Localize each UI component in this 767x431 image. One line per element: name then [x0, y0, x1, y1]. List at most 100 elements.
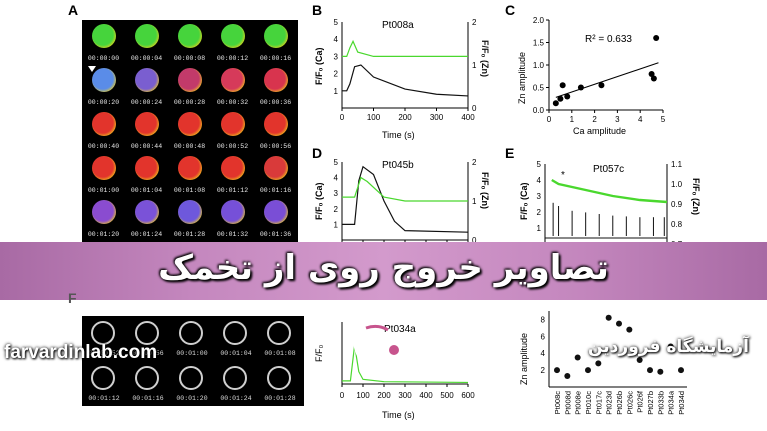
y-tick-label-left: 3 [334, 189, 339, 198]
oocyte-ring [267, 321, 291, 345]
y-tick-label-left: 2 [334, 205, 339, 214]
oocyte-disc [264, 112, 288, 136]
image-tile: 00:01:32 [211, 196, 254, 240]
data-point [678, 367, 684, 374]
timestamp: 00:01:08 [264, 350, 296, 357]
scatter-point [650, 75, 657, 82]
timestamp: 00:00:56 [259, 143, 292, 150]
image-tile: 00:00:12 [211, 20, 254, 64]
x-tick-label: 600 [461, 391, 475, 400]
timestamp: 00:01:28 [264, 395, 296, 402]
timestamp: 00:00:24 [130, 99, 163, 106]
scatter-point [557, 95, 564, 102]
image-tile: 00:00:08 [168, 20, 211, 64]
x-tick-label: 100 [356, 391, 370, 400]
timestamp: 00:01:28 [173, 231, 206, 238]
timestamp: 00:01:36 [259, 231, 292, 238]
ca-trace-line [342, 165, 469, 233]
panel-label-b: B [312, 2, 323, 18]
chart-pt008a: Pt008a 0 100 200 300 400 1 2 3 4 5 0 1 2 Time (s) F/… [314, 18, 490, 140]
timestamp: 00:01:32 [216, 231, 249, 238]
image-tile: 00:01:28 [168, 196, 211, 240]
y-tick-label-left: 1 [537, 224, 542, 233]
timestamp: 00:00:00 [87, 55, 120, 62]
scatter-point [564, 93, 571, 100]
y-tick-label-right: 0 [472, 104, 477, 113]
y-axis-label-left: F/F₀ (Ca) [519, 182, 529, 220]
oocyte-ring [179, 321, 203, 345]
scatter-point [648, 71, 655, 77]
timestamp: 00:01:20 [176, 395, 208, 402]
timestamp: 00:00:40 [87, 143, 120, 150]
timestamp: 00:01:00 [176, 350, 208, 357]
y-tick-label: 2.0 [533, 16, 545, 25]
y-tick-label-left: 2 [537, 208, 542, 217]
chart-title: Pt045b [382, 160, 414, 171]
x-tick-label: 1 [570, 115, 575, 124]
y-tick-label-left: 4 [334, 174, 339, 183]
data-point [636, 356, 643, 363]
y-tick-label-right: 0.8 [671, 220, 683, 229]
oocyte-disc [92, 156, 116, 180]
data-point [647, 367, 653, 374]
y-tick-label-left: 3 [334, 52, 339, 61]
zn-trace-line [551, 178, 668, 204]
image-tile: 00:00:56 [126, 316, 170, 360]
y-tick-label-left: 5 [537, 160, 542, 169]
timestamp: 00:01:00 [87, 187, 120, 194]
y-tick-label-right: 2 [472, 18, 477, 27]
x-tick-label: 5 [661, 115, 666, 124]
oocyte-ring [267, 366, 291, 390]
ca-trace-line [342, 64, 469, 97]
timestamp: 00:01:24 [220, 395, 252, 402]
data-point [595, 360, 602, 367]
image-tile: 00:00:32 [211, 64, 254, 108]
oocyte-disc [135, 24, 159, 48]
image-tile: 00:01:36 [254, 196, 297, 240]
y-tick-label-right: 1.1 [671, 160, 683, 169]
timestamp: 00:01:16 [132, 395, 164, 402]
panel-label-d: D [312, 145, 323, 161]
timestamp: 00:01:12 [88, 395, 120, 402]
image-tile: 00:01:00 [170, 316, 214, 360]
image-tile: 00:01:12 [211, 152, 254, 196]
image-tile: 00:01:20 [170, 361, 214, 405]
x-tick-label: 300 [398, 391, 412, 400]
oocyte-ring [135, 366, 159, 390]
x-tick-label: 4 [638, 115, 643, 124]
oocyte-disc [178, 156, 202, 180]
x-tick-label: 400 [419, 391, 433, 400]
panel-label-e: E [505, 145, 515, 161]
chart-title: Pt034a [384, 324, 416, 335]
oocyte-disc [264, 200, 288, 224]
oocyte-disc [264, 24, 288, 48]
y-tick-label-left: 4 [537, 176, 542, 185]
oocyte-disc [264, 68, 288, 92]
oocyte-disc [135, 68, 159, 92]
x-tick-label: 100 [367, 113, 381, 122]
y-tick-label-right: 0.9 [671, 200, 683, 209]
y-tick-label-left: 4 [334, 35, 339, 44]
y-axis-label: F/F₀ [314, 345, 324, 362]
image-tile: 00:01:12 [82, 361, 126, 405]
y-tick-label: 0.0 [533, 106, 545, 115]
x-category-label: Pt026c [625, 391, 634, 415]
oocyte-ring [223, 321, 247, 345]
timestamp: 00:00:12 [216, 55, 249, 62]
significance-marker: * [561, 170, 565, 181]
x-axis-label: Time (s) [382, 410, 415, 420]
r-squared-annotation: R² = 0.633 [585, 34, 632, 45]
oocyte-image-strip: 00:00:52 00:00:56 00:01:00 00:01:04 00:01:08… [82, 316, 304, 406]
oocyte-disc [221, 24, 245, 48]
website-url[interactable]: farvardinlab.com [4, 342, 158, 363]
oocyte-ring [179, 366, 203, 390]
image-tile: 00:01:04 [125, 152, 168, 196]
oocyte-disc [178, 200, 202, 224]
regression-line [555, 62, 659, 98]
y-axis-label-right: F/F₀ (Zn) [480, 40, 490, 77]
x-category-label: Pt034d [677, 391, 686, 415]
timestamp: 00:00:20 [87, 99, 120, 106]
image-tile: 00:00:52 [211, 108, 254, 152]
timestamp: 00:00:56 [132, 350, 164, 357]
timestamp: 00:00:16 [259, 55, 292, 62]
